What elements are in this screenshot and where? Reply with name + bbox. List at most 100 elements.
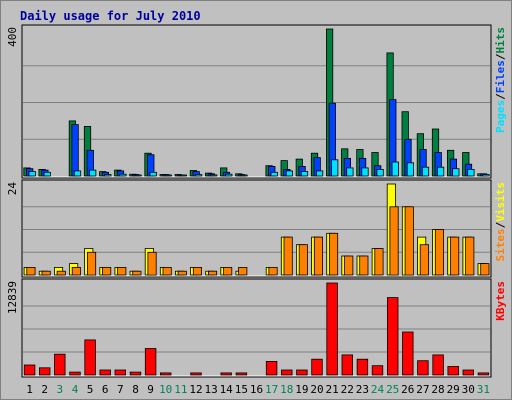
bar-kbytes-day-30 — [462, 369, 475, 376]
bar-pages-day-5 — [89, 169, 97, 177]
x-tick-label: 3 — [56, 383, 63, 396]
y-max-label: 400 — [6, 27, 19, 47]
x-tick-label: 19 — [295, 383, 308, 396]
bar-kbytes-day-6 — [99, 369, 111, 376]
bar-sites-day-23 — [359, 255, 369, 276]
bar-kbytes-day-26 — [402, 331, 414, 376]
bar-kbytes-day-5 — [84, 339, 96, 376]
bar-sites-day-30 — [465, 236, 475, 276]
bar-kbytes-day-14 — [220, 372, 232, 376]
bar-sites-day-3 — [56, 270, 66, 276]
x-tick-label: 4 — [72, 383, 79, 396]
bar-sites-day-19 — [298, 244, 308, 276]
x-tick-label: 29 — [447, 383, 460, 396]
bar-kbytes-day-15 — [235, 372, 248, 376]
bar-pages-day-7 — [119, 173, 127, 177]
bar-sites-day-18 — [283, 236, 293, 276]
bar-kbytes-day-8 — [129, 371, 142, 376]
bar-kbytes-day-3 — [54, 353, 66, 376]
bar-pages-day-11 — [179, 174, 187, 177]
x-tick-label: 22 — [341, 383, 354, 396]
bar-pages-day-8 — [134, 174, 142, 177]
bar-kbytes-day-28 — [432, 354, 444, 376]
bar-pages-day-25 — [391, 161, 399, 177]
bar-pages-day-10 — [164, 174, 172, 177]
bar-pages-day-22 — [346, 167, 354, 177]
bar-sites-day-13 — [207, 270, 218, 276]
panel-frame — [21, 24, 492, 179]
x-tick-label: 23 — [356, 383, 369, 396]
x-tick-label: 12 — [189, 383, 202, 396]
x-tick-label: 15 — [235, 383, 248, 396]
x-tick-label: 14 — [220, 383, 234, 396]
bar-pages-day-6 — [104, 174, 112, 177]
bar-sites-day-6 — [102, 266, 112, 276]
legend-entry: / — [494, 93, 507, 100]
bar-sites-day-7 — [117, 266, 127, 276]
bar-kbytes-day-4 — [69, 371, 81, 376]
bar-pages-day-26 — [406, 162, 415, 177]
bar-sites-day-12 — [192, 266, 203, 276]
x-tick-label: 31 — [477, 383, 490, 396]
bar-pages-day-1 — [28, 171, 36, 177]
x-tick-label: 2 — [41, 383, 48, 396]
bar-sites-day-1 — [26, 266, 36, 276]
bar-kbytes-day-7 — [114, 369, 127, 376]
panel-kbytes: 12839 KBytes — [6, 278, 507, 378]
bar-sites-day-26 — [404, 206, 414, 276]
x-tick-label: 16 — [250, 383, 263, 396]
bar-sites-day-14 — [223, 266, 233, 276]
bar-pages-day-27 — [421, 166, 430, 177]
bar-sites-day-9 — [147, 251, 157, 276]
x-tick-label: 18 — [280, 383, 293, 396]
legend-entry: KBytes — [494, 281, 507, 321]
x-axis: 1 2 3 4 5 6 7 8 9 10 11 12 13 14 15 16 17 18 19 20 21 22 23 24 2… — [26, 383, 490, 396]
bar-pages-day-30 — [467, 168, 475, 177]
bar-pages-day-2 — [43, 171, 51, 177]
x-tick-label: 20 — [310, 383, 323, 396]
bar-files-day-4 — [71, 124, 79, 177]
bar-kbytes-day-19 — [296, 369, 308, 376]
bar-pages-day-18 — [285, 170, 294, 177]
bar-pages-day-19 — [300, 171, 309, 177]
bar-pages-day-12 — [194, 174, 203, 177]
x-tick-label: 8 — [132, 383, 139, 396]
legend-entry: Sites — [494, 228, 507, 261]
bar-sites-day-24 — [374, 248, 384, 276]
x-tick-label: 13 — [204, 383, 217, 396]
bar-kbytes-day-2 — [39, 367, 51, 376]
bar-kbytes-day-22 — [341, 354, 354, 376]
x-tick-label: 27 — [416, 383, 429, 396]
bar-sites-day-27 — [419, 244, 429, 276]
y-max-label: 24 — [6, 182, 19, 196]
legend-entry: Hits — [494, 27, 507, 54]
bar-sites-day-11 — [177, 270, 187, 276]
x-tick-label: 9 — [147, 383, 154, 396]
legend-requests: Pages/Files/Hits — [494, 27, 507, 133]
bar-pages-day-20 — [315, 170, 324, 177]
bar-pages-day-31 — [482, 174, 490, 177]
bar-pages-day-14 — [225, 173, 233, 177]
bar-sites-day-31 — [480, 263, 490, 276]
bar-pages-day-29 — [452, 168, 460, 177]
bar-kbytes-day-31 — [477, 372, 490, 376]
bar-kbytes-day-23 — [356, 358, 369, 376]
bar-kbytes-day-21 — [326, 282, 338, 376]
bar-sites-day-28 — [434, 229, 444, 276]
bar-pages-day-23 — [361, 167, 369, 177]
x-tick-label: 25 — [386, 383, 399, 396]
x-tick-label: 26 — [401, 383, 414, 396]
legend-entry: / — [494, 221, 507, 228]
bar-kbytes-day-9 — [144, 348, 157, 376]
bar-sites-day-21 — [328, 232, 339, 276]
bar-sites-day-29 — [450, 236, 460, 276]
bar-sites-day-15 — [238, 266, 248, 276]
legend-kbytes: KBytes — [494, 281, 507, 321]
legend-entry: Visits — [494, 182, 507, 222]
x-tick-label: 28 — [431, 383, 444, 396]
bar-kbytes-day-1 — [23, 364, 36, 376]
x-tick-label: 6 — [102, 383, 109, 396]
bar-pages-day-17 — [270, 171, 278, 177]
